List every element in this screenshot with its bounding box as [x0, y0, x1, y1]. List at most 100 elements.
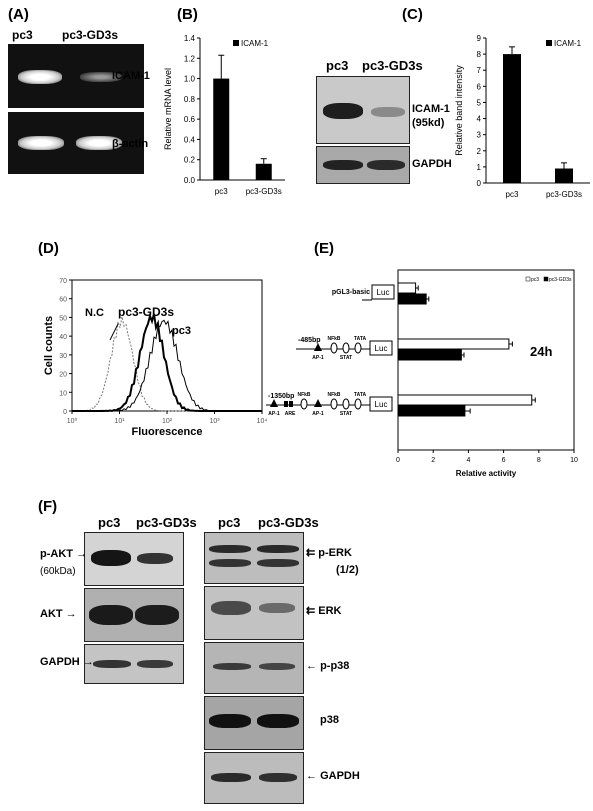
panel-f-right-lane-1: pc3 [218, 515, 241, 530]
blot-band [259, 603, 295, 613]
panel-c-row-icam1: ICAM-1 (95kd) [412, 103, 450, 129]
y-tick-label: 70 [59, 278, 67, 285]
construct-label: pGL3-basic [332, 289, 370, 296]
panel-c-lane-2: pc3-GD3s [362, 58, 423, 73]
x-axis-label: Relative activity [456, 469, 517, 478]
bar [397, 282, 417, 294]
panel-d-letter: (D) [38, 240, 59, 257]
panel-b-letter: (B) [177, 6, 198, 23]
y-tick-label: 50 [59, 315, 67, 322]
arrow-right-icon: → [65, 608, 77, 620]
legend-swatch [546, 40, 552, 46]
arrow-right-icon: → [76, 548, 88, 560]
legend-swatch [525, 276, 531, 282]
blot-band [371, 107, 405, 117]
x-tick-label: 10³ [209, 418, 220, 425]
x-tick-label: 10⁴ [257, 418, 268, 425]
bar [213, 78, 230, 180]
panel-c-blot-gapdh [316, 146, 410, 184]
x-axis-label: Fluorescence [132, 426, 203, 436]
luc-label: Luc [375, 344, 388, 353]
element-oval [342, 342, 350, 354]
panel-a-gel-actin [8, 112, 144, 174]
y-tick-label: 0 [477, 179, 482, 188]
gel-band [80, 72, 122, 82]
annotation-arrow [109, 323, 119, 341]
ap1-triangle [270, 399, 278, 407]
x-tick-label: 0 [396, 457, 400, 464]
gel-band [18, 136, 64, 150]
ap1-triangle [314, 343, 322, 351]
blot-band [213, 663, 251, 670]
blot-band [323, 160, 363, 170]
panel-a-lane-2: pc3-GD3s [62, 28, 119, 42]
blot-band [257, 559, 299, 567]
panel-f-row-pakt-text: p-AKT [40, 548, 73, 560]
bar [397, 349, 462, 361]
panel-f-blot-pp38 [204, 642, 304, 694]
blot-band [209, 559, 251, 567]
x-tick-label: 10¹ [114, 418, 125, 425]
panel-f-row-perk-sub: (1/2) [336, 564, 359, 576]
panel-f-blot-erk [204, 586, 304, 640]
y-tick-label: 0.6 [184, 115, 196, 124]
panel-a-lane-1: pc3 [12, 28, 33, 42]
element-label: TATA [354, 336, 367, 342]
chart-e: 0 2 4 6 8 10 Relative activity pc3 pc3-GD3s pGL3-… [266, 269, 578, 478]
y-tick-label: 2 [477, 147, 482, 156]
panel-f-row-akt-text: AKT [40, 608, 63, 620]
bar [397, 394, 533, 406]
panel-f-blot-perk [204, 532, 304, 584]
legend-label: ICAM-1 [241, 39, 269, 48]
blot-band [211, 773, 251, 782]
element-oval [354, 398, 362, 410]
element-label: AP-1 [312, 411, 324, 417]
panel-a-letter: (A) [8, 6, 29, 23]
element-label: STAT [340, 411, 352, 417]
blot-band [137, 553, 173, 564]
gel-band [18, 70, 62, 84]
panel-a-row-actin: β-actin [112, 138, 149, 150]
blot-band [259, 663, 295, 670]
panel-f-row-perk: ⇇ p-ERK [306, 546, 352, 559]
arrow-left-icon: ⇇ [306, 605, 316, 617]
y-tick-label: 1.0 [184, 75, 196, 84]
blot-band [257, 545, 299, 553]
blot-band [135, 605, 179, 625]
arrow-right-icon: → [82, 656, 94, 668]
arrow-left-icon: ← [306, 770, 317, 782]
panel-f-right-lane-2: pc3-GD3s [258, 515, 319, 530]
histogram-curve [72, 316, 262, 412]
legend-label: ICAM-1 [554, 39, 582, 48]
y-tick-label: 30 [59, 353, 67, 360]
construct-label: -485bp [298, 337, 321, 344]
y-tick-label: 20 [59, 372, 67, 379]
panel-f-blot-akt [84, 588, 184, 642]
element-label: NFkB [327, 336, 340, 342]
panel-f-blot-gapdh-right [204, 752, 304, 804]
y-tick-label: 3 [477, 131, 482, 140]
y-tick-label: 8 [477, 50, 482, 59]
y-tick-label: 4 [477, 115, 482, 124]
legend-label: pc3 [531, 277, 539, 283]
panel-c-row-gapdh: GAPDH [412, 158, 452, 170]
x-tick-label: 8 [537, 457, 541, 464]
y-tick-label: 10 [59, 390, 67, 397]
panel-f-blot-pakt [84, 532, 184, 586]
luc-box [369, 340, 393, 356]
panel-d-curve-gd3s: pc3-GD3s [118, 305, 175, 319]
legend-swatch [543, 276, 549, 282]
ap1-triangle [314, 399, 322, 407]
gel-band [76, 136, 122, 150]
blot-band [93, 660, 131, 668]
panel-f-row-p38: p38 [320, 714, 339, 726]
panel-f-row-gapdh-left: GAPDH → [40, 656, 94, 668]
element-oval [330, 342, 338, 354]
blot-band [323, 103, 363, 119]
panel-f-blot-p38 [204, 696, 304, 750]
x-tick-label: 2 [431, 457, 435, 464]
panel-f-blot-gapdh-left [84, 644, 184, 684]
panel-c-blot-icam1 [316, 76, 410, 144]
panel-f-row-pp38: ← p-p38 [306, 660, 349, 672]
panel-f-row-erk-text: ERK [318, 605, 342, 617]
